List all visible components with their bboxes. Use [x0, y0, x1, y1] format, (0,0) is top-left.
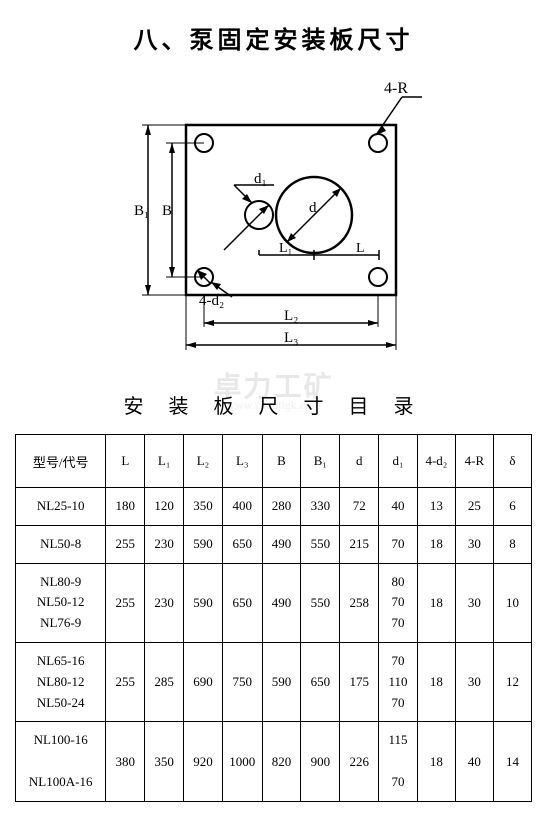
table-cell: 12 [493, 642, 531, 721]
table-cell: 10 [493, 563, 531, 642]
table-cell: 900 [301, 722, 340, 801]
label-l-inner: L [356, 241, 365, 256]
table-cell: 215 [340, 525, 379, 563]
table-cell: 350 [184, 488, 223, 526]
table-cell: 490 [262, 563, 301, 642]
col-header: δ [493, 435, 531, 488]
table-cell: 30 [455, 563, 493, 642]
table-subtitle: 安 装 板 尺 寸 目 录 [15, 390, 532, 419]
table-row: NL25-10180120350400280330724013256 [16, 488, 532, 526]
table-cell: 1000 [222, 722, 262, 801]
table-cell: 230 [145, 563, 184, 642]
col-header: 型号/代号 [16, 435, 106, 488]
table-cell: 7011070 [379, 642, 418, 721]
table-cell: 350 [145, 722, 184, 801]
table-cell: 550 [301, 563, 340, 642]
dimensions-table: 型号/代号 L L₁ L₂ L₃ B B₁ d d₁ 4-d₂ 4-R δ NL… [15, 434, 532, 802]
label-4d2: 4-d₂ [199, 293, 224, 309]
table-cell: NL80-9NL50-12NL76-9 [16, 563, 106, 642]
table-row: NL100-16NL100A-1638035092010008209002261… [16, 722, 532, 801]
table-cell: NL100-16NL100A-16 [16, 722, 106, 801]
table-cell: 330 [301, 488, 340, 526]
col-header: L₂ [184, 435, 223, 488]
label-b: B [162, 203, 172, 219]
table-cell: 650 [301, 642, 340, 721]
table-cell: 255 [106, 563, 145, 642]
label-4r: 4-R [384, 80, 408, 97]
table-cell: 25 [455, 488, 493, 526]
table-cell: 920 [184, 722, 223, 801]
table-row: NL50-82552305906504905502157018308 [16, 525, 532, 563]
table-cell: 590 [184, 563, 223, 642]
label-l3: L₃ [284, 330, 298, 346]
table-cell: 820 [262, 722, 301, 801]
table-cell: 40 [455, 722, 493, 801]
col-header: B₁ [301, 435, 340, 488]
mounting-plate-diagram: 4-R d d₁ L₁ L [104, 75, 444, 375]
table-cell: 650 [222, 563, 262, 642]
label-l1-inner: L₁ [279, 241, 292, 256]
col-header: d [340, 435, 379, 488]
table-cell: 226 [340, 722, 379, 801]
col-header: L₁ [145, 435, 184, 488]
outer-plate [186, 125, 396, 295]
table-cell: 690 [184, 642, 223, 721]
table-cell: 590 [184, 525, 223, 563]
table-cell: 175 [340, 642, 379, 721]
label-b1: B₁ [134, 203, 149, 219]
table-cell: 285 [145, 642, 184, 721]
col-header: 4-R [455, 435, 493, 488]
table-cell: 8 [493, 525, 531, 563]
table-row: NL80-9NL50-12NL76-9255230590650490550258… [16, 563, 532, 642]
col-header: L₃ [222, 435, 262, 488]
table-cell: 490 [262, 525, 301, 563]
label-d: d [309, 200, 317, 216]
table-cell: 590 [262, 642, 301, 721]
table-cell: 30 [455, 642, 493, 721]
table-cell: 258 [340, 563, 379, 642]
table-cell: 6 [493, 488, 531, 526]
table-cell: 180 [106, 488, 145, 526]
table-cell: 807070 [379, 563, 418, 642]
table-cell: 11570 [379, 722, 418, 801]
table-cell: 40 [379, 488, 418, 526]
label-l2: L₂ [284, 308, 298, 324]
table-cell: 14 [493, 722, 531, 801]
table-header-row: 型号/代号 L L₁ L₂ L₃ B B₁ d d₁ 4-d₂ 4-R δ [16, 435, 532, 488]
col-header: 4-d₂ [417, 435, 455, 488]
table-cell: 18 [417, 525, 455, 563]
table-cell: 750 [222, 642, 262, 721]
table-cell: 400 [222, 488, 262, 526]
table-cell: 72 [340, 488, 379, 526]
table-cell: 255 [106, 642, 145, 721]
table-cell: NL65-16NL80-12NL50-24 [16, 642, 106, 721]
col-header: L [106, 435, 145, 488]
table-cell: 120 [145, 488, 184, 526]
diagram-container: 4-R d d₁ L₁ L [15, 75, 532, 375]
page-title: 八、泵固定安装板尺寸 [15, 20, 532, 55]
table-cell: 13 [417, 488, 455, 526]
table-cell: 230 [145, 525, 184, 563]
table-cell: 18 [417, 563, 455, 642]
table-cell: 255 [106, 525, 145, 563]
table-cell: 380 [106, 722, 145, 801]
table-cell: 18 [417, 722, 455, 801]
table-cell: 280 [262, 488, 301, 526]
table-cell: 30 [455, 525, 493, 563]
table-cell: NL25-10 [16, 488, 106, 526]
table-cell: 18 [417, 642, 455, 721]
col-header: B [262, 435, 301, 488]
table-cell: 70 [379, 525, 418, 563]
table-cell: NL50-8 [16, 525, 106, 563]
table-cell: 550 [301, 525, 340, 563]
table-row: NL65-16NL80-12NL50-242552856907505906501… [16, 642, 532, 721]
col-header: d₁ [379, 435, 418, 488]
table-cell: 650 [222, 525, 262, 563]
